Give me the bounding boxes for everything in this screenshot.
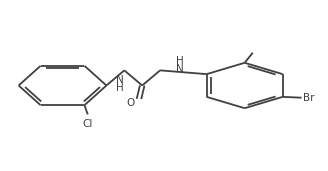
Text: H: H [176, 56, 184, 66]
Text: Cl: Cl [83, 119, 93, 129]
Text: N: N [116, 75, 124, 86]
Text: O: O [127, 98, 135, 108]
Text: N: N [176, 64, 184, 74]
Text: H: H [116, 83, 124, 93]
Text: Br: Br [302, 93, 314, 103]
